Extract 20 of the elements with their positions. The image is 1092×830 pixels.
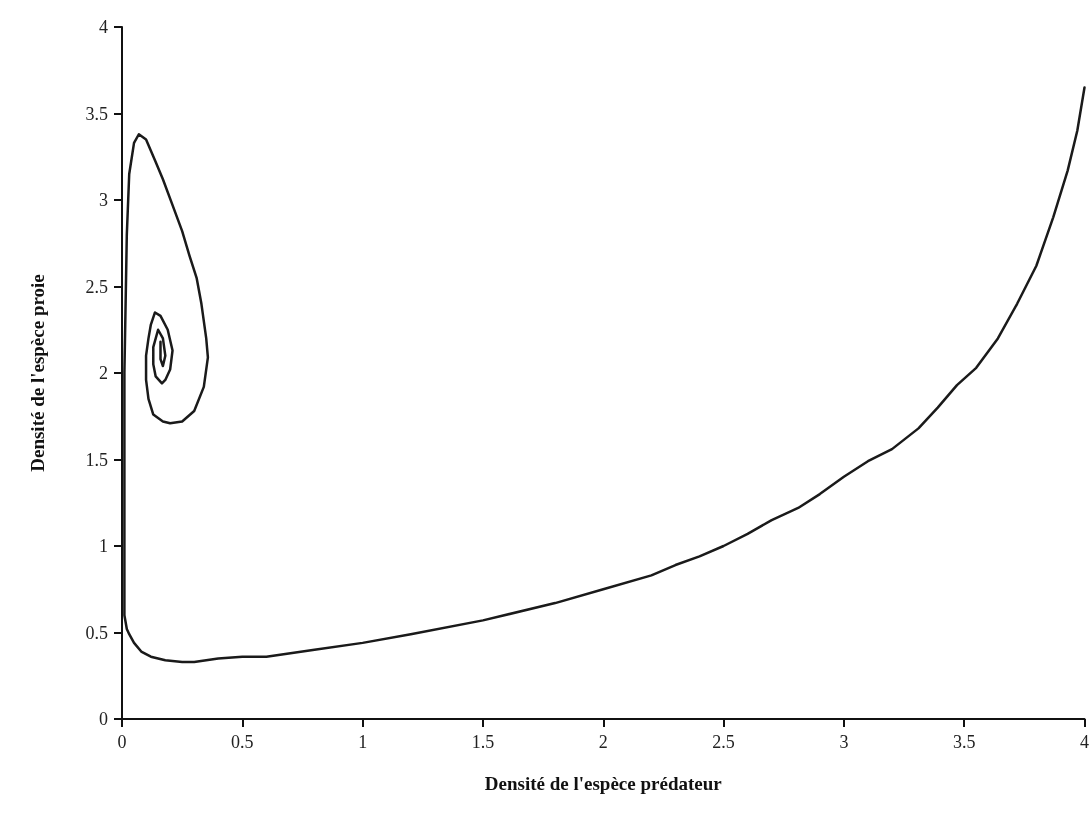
x-tick-label: 1 xyxy=(358,732,368,752)
x-tick-label: 4 xyxy=(1080,732,1089,752)
y-tick-label: 0 xyxy=(99,709,108,729)
x-tick-label: 0 xyxy=(117,732,127,752)
y-tick-label: 0.5 xyxy=(85,622,108,643)
y-tick-label: 1.5 xyxy=(85,449,108,470)
x-tick-label: 3.5 xyxy=(952,732,976,752)
x-tick-label: 2 xyxy=(598,732,608,752)
y-tick-label: 2 xyxy=(99,363,108,383)
y-tick-label: 1 xyxy=(99,536,108,556)
x-tick-label: 1.5 xyxy=(471,732,495,752)
x-tick-label: 2.5 xyxy=(712,732,735,752)
x-axis-title: Densité de l'espèce prédateur xyxy=(484,773,723,794)
y-tick-label: 2.5 xyxy=(85,276,108,297)
x-tick-label: 0.5 xyxy=(231,732,254,752)
y-axis-title: Densité de l'espèce proie xyxy=(27,274,48,472)
y-tick-label: 3 xyxy=(99,190,108,210)
y-tick-label: 3.5 xyxy=(85,103,108,124)
x-tick-label: 3 xyxy=(839,732,849,752)
y-tick-label: 4 xyxy=(99,17,108,37)
